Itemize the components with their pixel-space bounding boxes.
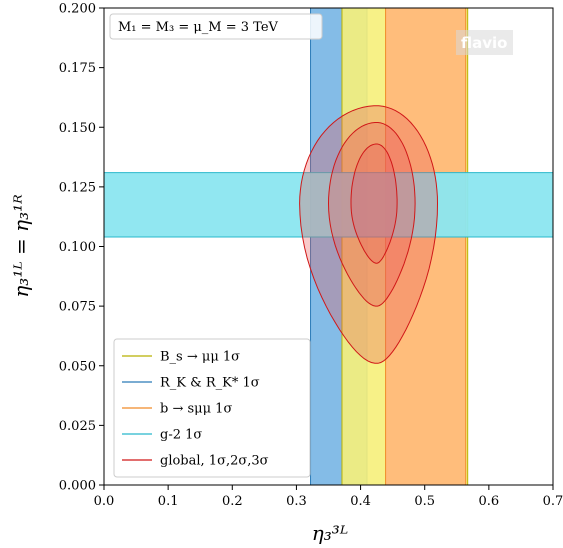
legend-label: g-2 1σ	[160, 428, 202, 443]
y-tick-label: 0.075	[59, 300, 96, 315]
x-tick-label: 0.4	[350, 494, 371, 509]
parameter-annotation-box: M₁ = M₃ = μ_M = 3 TeV	[109, 13, 323, 40]
legend-label: B_s → μμ 1σ	[160, 350, 240, 365]
y-tick-label: 0.150	[59, 121, 96, 136]
legend-box	[113, 338, 311, 478]
y-axis-label: η₃¹ᴸ = η₃¹ᴿ	[9, 194, 33, 298]
y-tick-label: 0.125	[59, 180, 96, 195]
band-b-smumu	[385, 8, 467, 485]
flavio-watermark: flavio	[456, 30, 513, 55]
x-tick-label: 0.0	[94, 494, 115, 509]
legend-label: R_K & R_K* 1σ	[160, 376, 260, 391]
legend-entry: g-2 1σ	[122, 428, 202, 443]
y-tick-label: 0.000	[59, 479, 96, 494]
legend-entry: b → sμμ 1σ	[122, 402, 232, 417]
parameter-annotation: M₁ = M₃ = μ_M = 3 TeV	[118, 20, 279, 35]
x-tick-label: 0.6	[479, 494, 500, 509]
legend-label: b → sμμ 1σ	[160, 402, 232, 417]
global-fit-contour-3	[299, 105, 439, 364]
x-tick-label: 0.3	[286, 494, 307, 509]
y-tick-label: 0.200	[59, 2, 96, 17]
axes: 0.0 0.1 0.2 0.3 0.4 0.5 0.6 0.7 0.000 0.025 0.050 0…	[59, 2, 563, 510]
legend-entry: B_s → μμ 1σ	[122, 350, 240, 365]
x-tick-label: 0.5	[414, 494, 435, 509]
legend-label: global, 1σ,2σ,3σ	[160, 454, 269, 469]
legend-entry: R_K & R_K* 1σ	[122, 376, 260, 391]
y-tick-label: 0.100	[59, 240, 96, 255]
legend: B_s → μμ 1σ R_K & R_K* 1σ b → sμμ 1σ g-2 1σ…	[113, 338, 311, 478]
y-tick-label: 0.175	[59, 61, 96, 76]
y-tick-label: 0.050	[59, 359, 96, 374]
y-tick-label: 0.025	[59, 419, 96, 434]
plot-area	[104, 8, 553, 485]
band-b-smumu-fill	[385, 8, 466, 485]
x-axis-label: η₃³ᴸ	[312, 521, 348, 545]
flavio-watermark-text: flavio	[461, 34, 507, 52]
legend-entry: global, 1σ,2σ,3σ	[122, 454, 269, 469]
x-tick-label: 0.2	[222, 494, 243, 509]
x-tick-label: 0.7	[543, 494, 563, 509]
x-tick-label: 0.1	[158, 494, 179, 509]
global-fit-contour-1	[350, 143, 398, 264]
